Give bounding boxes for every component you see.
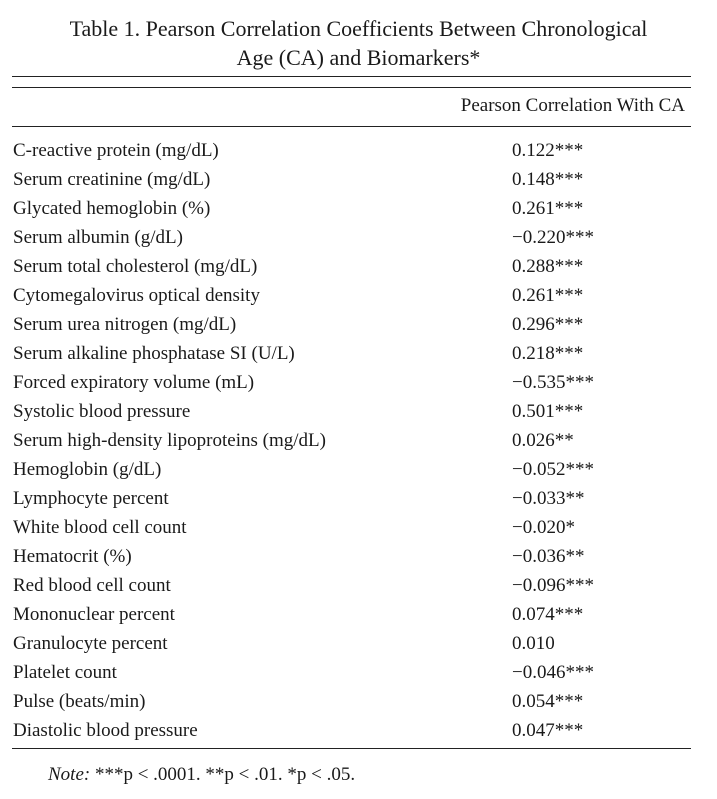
table-row: Pulse (beats/min) 0.054*** xyxy=(0,687,717,716)
row-value: 0.296*** xyxy=(512,314,584,335)
row-label: Platelet count xyxy=(13,662,117,683)
caption-line-1: Table 1. Pearson Correlation Coefficient… xyxy=(69,16,648,41)
row-value: −0.220*** xyxy=(512,227,594,248)
table-row: Hematocrit (%) −0.036** xyxy=(0,542,717,571)
table-row: Serum high-density lipoproteins (mg/dL) 0… xyxy=(0,426,717,455)
table-row: Serum albumin (g/dL) −0.220*** xyxy=(0,223,717,252)
row-label: C-reactive protein (mg/dL) xyxy=(13,140,219,161)
table-row: Serum total cholesterol (mg/dL) 0.288*** xyxy=(0,252,717,281)
table-row: Systolic blood pressure 0.501*** xyxy=(0,397,717,426)
column-header: Pearson Correlation With CA xyxy=(460,95,685,116)
row-value: 0.026** xyxy=(512,430,574,451)
table-row: Serum urea nitrogen (mg/dL) 0.296*** xyxy=(0,310,717,339)
header-rule xyxy=(12,126,691,127)
row-value: −0.020* xyxy=(512,517,575,538)
row-value: 0.010 xyxy=(512,633,555,654)
row-value: −0.535*** xyxy=(512,372,594,393)
table-row: Diastolic blood pressure 0.047*** xyxy=(0,716,717,745)
row-label: Serum high-density lipoproteins (mg/dL) xyxy=(13,430,326,451)
table-caption: Table 1. Pearson Correlation Coefficient… xyxy=(0,14,717,72)
row-value: 0.501*** xyxy=(512,401,584,422)
row-label: Lymphocyte percent xyxy=(13,488,169,509)
row-label: Hematocrit (%) xyxy=(13,546,132,567)
row-value: 0.288*** xyxy=(512,256,584,277)
table-row: Cytomegalovirus optical density 0.261*** xyxy=(0,281,717,310)
row-label: Cytomegalovirus optical density xyxy=(13,285,260,306)
row-label: Mononuclear percent xyxy=(13,604,175,625)
table-row: Mononuclear percent 0.074*** xyxy=(0,600,717,629)
row-value: −0.033** xyxy=(512,488,585,509)
table-row: Hemoglobin (g/dL) −0.052*** xyxy=(0,455,717,484)
note-prefix: Note: xyxy=(48,764,91,785)
row-value: 0.047*** xyxy=(512,720,584,741)
table-row: Platelet count −0.046*** xyxy=(0,658,717,687)
row-value: 0.218*** xyxy=(512,343,584,364)
row-label: Pulse (beats/min) xyxy=(13,691,146,712)
row-value: 0.122*** xyxy=(512,140,584,161)
row-value: −0.046*** xyxy=(512,662,594,683)
caption-line-2: Age (CA) and Biomarkers* xyxy=(236,45,481,70)
row-label: Granulocyte percent xyxy=(13,633,168,654)
table-note: Note: ***p < .0001. **p < .01. *p < .05. xyxy=(48,762,355,788)
row-value: −0.096*** xyxy=(512,575,594,596)
row-label: Forced expiratory volume (mL) xyxy=(13,372,255,393)
row-label: Serum urea nitrogen (mg/dL) xyxy=(13,314,237,335)
note-text: ***p < .0001. **p < .01. *p < .05. xyxy=(90,764,356,785)
row-value: 0.261*** xyxy=(512,198,584,219)
row-value: −0.036** xyxy=(512,546,585,567)
top-rule-2 xyxy=(12,87,691,88)
table-row: Forced expiratory volume (mL) −0.535*** xyxy=(0,368,717,397)
row-label: Diastolic blood pressure xyxy=(13,720,198,741)
row-label: Serum albumin (g/dL) xyxy=(13,227,183,248)
row-value: 0.261*** xyxy=(512,285,584,306)
row-label: Systolic blood pressure xyxy=(13,401,191,422)
table-row: Glycated hemoglobin (%) 0.261*** xyxy=(0,194,717,223)
row-label: White blood cell count xyxy=(13,517,187,538)
row-value: −0.052*** xyxy=(512,459,594,480)
table-row: C-reactive protein (mg/dL) 0.122*** xyxy=(0,136,717,165)
table-row: Red blood cell count −0.096*** xyxy=(0,571,717,600)
table-row: Serum alkaline phosphatase SI (U/L) 0.218… xyxy=(0,339,717,368)
table-row: White blood cell count −0.020* xyxy=(0,513,717,542)
row-label: Red blood cell count xyxy=(13,575,171,596)
row-label: Serum total cholesterol (mg/dL) xyxy=(13,256,258,277)
bottom-rule xyxy=(12,748,691,749)
row-value: 0.054*** xyxy=(512,691,584,712)
table-row: Lymphocyte percent −0.033** xyxy=(0,484,717,513)
row-value: 0.148*** xyxy=(512,169,584,190)
row-label: Hemoglobin (g/dL) xyxy=(13,459,162,480)
row-label: Glycated hemoglobin (%) xyxy=(13,198,211,219)
table-row: Serum creatinine (mg/dL) 0.148*** xyxy=(0,165,717,194)
table-body: C-reactive protein (mg/dL) 0.122*** Serum … xyxy=(0,136,717,745)
table-row: Granulocyte percent 0.010 xyxy=(0,629,717,658)
row-label: Serum alkaline phosphatase SI (U/L) xyxy=(13,343,295,364)
top-rule-1 xyxy=(12,76,691,77)
row-label: Serum creatinine (mg/dL) xyxy=(13,169,211,190)
row-value: 0.074*** xyxy=(512,604,584,625)
